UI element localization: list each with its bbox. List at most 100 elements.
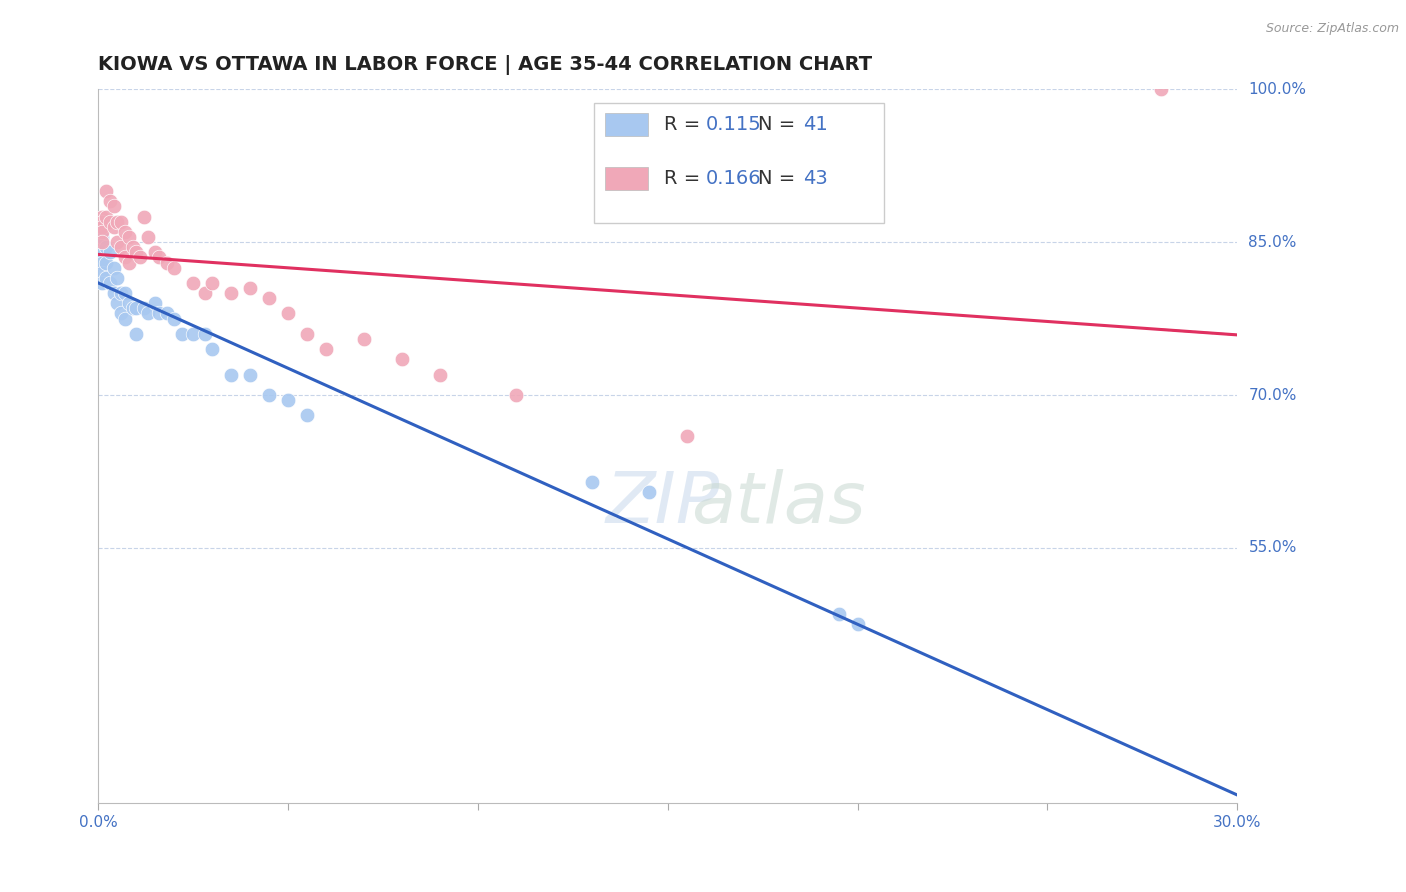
Point xyxy=(91,225,114,239)
Point xyxy=(94,270,117,285)
Text: N =: N = xyxy=(758,169,801,188)
Point xyxy=(132,210,155,224)
Point xyxy=(110,215,132,229)
Point xyxy=(91,245,114,260)
Point xyxy=(297,409,319,423)
Point xyxy=(114,286,136,301)
FancyBboxPatch shape xyxy=(605,167,648,190)
Point xyxy=(183,326,205,341)
Point xyxy=(129,251,152,265)
Point xyxy=(353,332,375,346)
Point xyxy=(121,301,143,316)
Point xyxy=(118,230,141,244)
Point xyxy=(676,429,699,443)
Point xyxy=(156,306,179,320)
Point xyxy=(132,301,155,316)
Point xyxy=(91,235,114,249)
Text: 55.0%: 55.0% xyxy=(1249,541,1296,556)
Point xyxy=(107,235,129,249)
Point xyxy=(145,245,167,260)
Point xyxy=(194,326,217,341)
Point xyxy=(110,286,132,301)
Text: 0.166: 0.166 xyxy=(706,169,761,188)
Text: 0.115: 0.115 xyxy=(706,115,761,135)
Point xyxy=(183,276,205,290)
Point xyxy=(94,210,117,224)
FancyBboxPatch shape xyxy=(593,103,884,223)
Point xyxy=(163,260,186,275)
Text: R =: R = xyxy=(665,169,707,188)
Point xyxy=(125,245,148,260)
Point xyxy=(145,296,167,310)
Point xyxy=(638,484,661,499)
Point xyxy=(118,255,141,269)
Point xyxy=(201,276,224,290)
Point xyxy=(148,251,170,265)
Point xyxy=(148,306,170,320)
FancyBboxPatch shape xyxy=(605,113,648,136)
Text: 100.0%: 100.0% xyxy=(1249,82,1306,96)
Point xyxy=(98,245,121,260)
Point xyxy=(94,184,117,198)
Point xyxy=(239,368,262,382)
Point xyxy=(94,240,117,254)
Point xyxy=(259,388,281,402)
Text: atlas: atlas xyxy=(690,468,865,538)
Point xyxy=(221,368,243,382)
Point xyxy=(91,210,114,224)
Point xyxy=(114,311,136,326)
Point xyxy=(91,230,114,244)
Text: ZIP: ZIP xyxy=(605,468,720,538)
Point xyxy=(581,475,603,489)
Point xyxy=(91,276,114,290)
Point xyxy=(98,194,121,209)
Point xyxy=(91,255,114,269)
Point xyxy=(91,266,114,280)
Point xyxy=(125,301,148,316)
Point xyxy=(1150,82,1173,96)
Point xyxy=(163,311,186,326)
Text: N =: N = xyxy=(758,115,801,135)
Point xyxy=(259,291,281,305)
Point xyxy=(239,281,262,295)
Text: R =: R = xyxy=(665,115,707,135)
Point xyxy=(221,286,243,301)
Point xyxy=(103,286,125,301)
Point xyxy=(107,296,129,310)
Point xyxy=(391,352,413,367)
Point xyxy=(114,251,136,265)
Text: 41: 41 xyxy=(803,115,828,135)
Point xyxy=(110,240,132,254)
Text: Source: ZipAtlas.com: Source: ZipAtlas.com xyxy=(1265,22,1399,36)
Point xyxy=(91,215,114,229)
Point xyxy=(94,255,117,269)
Point xyxy=(107,215,129,229)
Point xyxy=(107,270,129,285)
Point xyxy=(125,326,148,341)
Point xyxy=(846,617,869,632)
Text: KIOWA VS OTTAWA IN LABOR FORCE | AGE 35-44 CORRELATION CHART: KIOWA VS OTTAWA IN LABOR FORCE | AGE 35-… xyxy=(98,54,873,75)
Point xyxy=(103,219,125,234)
Point xyxy=(91,219,114,234)
Point xyxy=(136,306,159,320)
Text: 70.0%: 70.0% xyxy=(1249,387,1296,402)
Point xyxy=(98,276,121,290)
Point xyxy=(201,342,224,356)
Point xyxy=(429,368,451,382)
Point xyxy=(156,255,179,269)
Point xyxy=(505,388,527,402)
Point xyxy=(103,260,125,275)
Point xyxy=(110,306,132,320)
Point xyxy=(170,326,193,341)
Point xyxy=(315,342,337,356)
Point xyxy=(277,393,299,408)
Text: 85.0%: 85.0% xyxy=(1249,235,1296,250)
Point xyxy=(194,286,217,301)
Point xyxy=(98,215,121,229)
Point xyxy=(277,306,299,320)
Point xyxy=(103,199,125,213)
Point xyxy=(828,607,851,622)
Point xyxy=(297,326,319,341)
Point xyxy=(136,230,159,244)
Text: 43: 43 xyxy=(803,169,828,188)
